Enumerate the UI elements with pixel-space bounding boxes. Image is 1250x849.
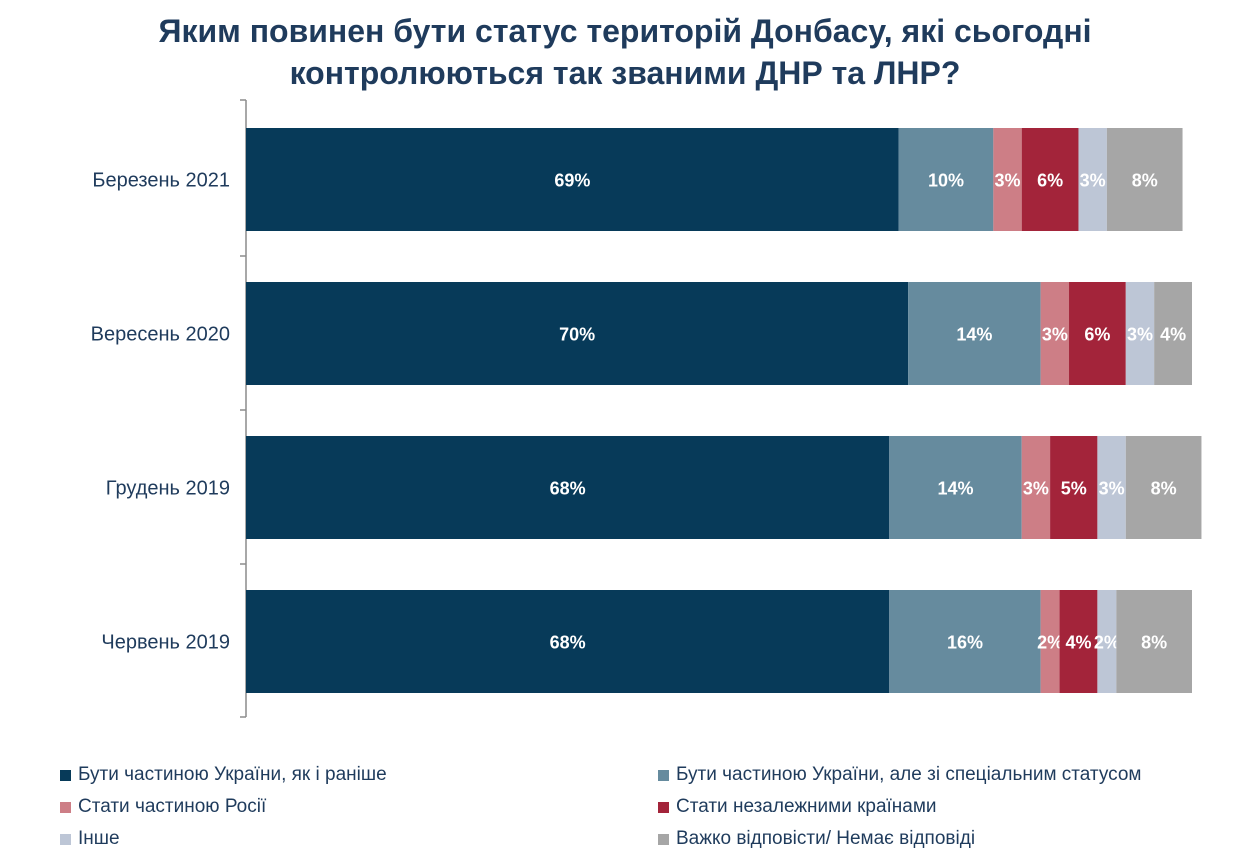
legend-swatch (60, 801, 71, 813)
bar-segment (908, 282, 1041, 385)
data-label: 6% (1037, 171, 1063, 191)
bar-segment (246, 128, 899, 231)
data-label: 10% (928, 171, 964, 191)
legend-swatch (60, 769, 71, 781)
legend-item: Стати частиною Росії (60, 794, 658, 820)
data-label: 6% (1084, 325, 1110, 345)
data-label: 4% (1160, 325, 1186, 345)
data-label: 3% (1080, 171, 1106, 191)
data-label: 69% (554, 171, 590, 191)
data-label: 5% (1061, 479, 1087, 499)
bar-segment (1125, 282, 1155, 385)
legend-label: Інше (78, 828, 120, 849)
legend-swatch (658, 833, 669, 845)
bar-segment (993, 128, 1022, 231)
bar-segment (1059, 590, 1098, 693)
stacked-bar-chart: Березень 2021 69% 10% 3% 6% 3% 8% Вересень 2020… (91, 99, 1202, 718)
data-label: 8% (1151, 479, 1177, 499)
bar-segment (1097, 590, 1117, 693)
data-label: 4% (1065, 633, 1091, 653)
legend-label: Важко відповісти/ Немає відповіді (676, 828, 976, 849)
legend-label: Бути частиною України, як і раніше (78, 764, 387, 785)
bar-segment (1050, 436, 1098, 539)
data-label: 2% (1037, 633, 1063, 653)
bar-segment (898, 128, 994, 231)
legend-item: Інше (60, 826, 658, 849)
category-label: Вересень 2020 (91, 324, 230, 346)
chart-title-line-1: Яким повинен бути статус територій Донба… (158, 13, 1092, 49)
legend-label: Бути частиною України, але зі спеціальни… (676, 764, 1142, 785)
legend-item: Бути частиною України, але зі спеціальни… (658, 762, 1198, 788)
legend-label: Стати частиною Росії (78, 796, 267, 817)
bar-segment (1040, 282, 1070, 385)
data-label: 68% (550, 479, 586, 499)
data-label: 3% (1042, 325, 1068, 345)
data-label: 14% (937, 479, 973, 499)
bar-segment (1021, 436, 1051, 539)
data-label: 8% (1141, 633, 1167, 653)
legend-swatch (658, 801, 669, 813)
bar-segment (1106, 128, 1183, 231)
bar-segment (1125, 436, 1202, 539)
bar-segment (1078, 128, 1107, 231)
bar-segment (246, 436, 890, 539)
data-label: 2% (1094, 633, 1120, 653)
data-label: 3% (1023, 479, 1049, 499)
data-label: 8% (1132, 171, 1158, 191)
chart-title: Яким повинен бути статус територій Донба… (0, 10, 1250, 94)
data-label: 68% (550, 633, 586, 653)
bar-segment (889, 436, 1022, 539)
data-label: 70% (559, 325, 595, 345)
data-label: 3% (995, 171, 1021, 191)
bar-segment (1097, 436, 1126, 539)
data-label: 16% (947, 633, 983, 653)
data-label: 3% (1099, 479, 1125, 499)
bar-segment (889, 590, 1041, 693)
data-label: 3% (1127, 325, 1153, 345)
bar-segment (1116, 590, 1192, 693)
bar-segment (246, 590, 890, 693)
legend-label: Стати незалежними країнами (676, 796, 937, 817)
category-label: Грудень 2019 (106, 478, 230, 500)
bar-segment (1040, 590, 1060, 693)
chart-legend: Бути частиною України, як і раніше Бути ч… (60, 762, 1210, 849)
category-label: Березень 2021 (92, 170, 230, 192)
bar-segment (1069, 282, 1126, 385)
bar-segment (1021, 128, 1079, 231)
chart-title-line-2: контролюються так званими ДНР та ЛНР? (289, 55, 961, 91)
data-label: 14% (956, 325, 992, 345)
bar-segment (246, 282, 909, 385)
legend-item: Бути частиною України, як і раніше (60, 762, 658, 788)
category-label: Червень 2019 (101, 632, 230, 654)
legend-item: Стати незалежними країнами (658, 794, 1198, 820)
legend-swatch (60, 833, 71, 845)
bar-segment (1154, 282, 1192, 385)
legend-item: Важко відповісти/ Немає відповіді (658, 826, 1198, 849)
legend-swatch (658, 769, 669, 781)
